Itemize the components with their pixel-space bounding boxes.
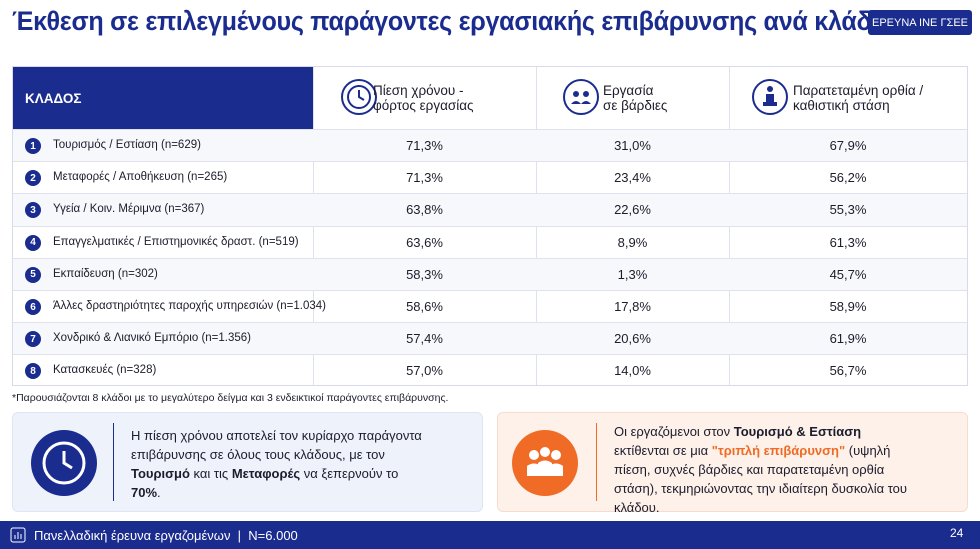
text-segment: να ξεπερνούν το [300,466,399,481]
row-label: Εκπαίδευση (n=302) [53,267,158,280]
header-cell: Πίεση χρόνου - φόρτος εργασίας [373,67,523,129]
text-segment: 70% [131,485,158,500]
header-line: Πίεση χρόνου - [373,83,464,98]
posture-icon [752,79,788,115]
table-row: 2 Μεταφορές / Αποθήκευση (n=265) 71,3% 23,4… [13,161,967,194]
text-segment: και τις [189,466,232,481]
callout-text: Οι εργαζόμενοι στον Τουρισμό & Εστίαση ε… [614,422,914,517]
table-row: 1 Τουρισμός / Εστίαση (n=629) 71,3% 31,0% 67… [13,129,967,163]
cell-value: 57,4% [406,331,443,347]
text-segment: Οι εργαζόμενοι στον [614,424,734,439]
text-segment: Τουρισμό [131,466,190,481]
clock-icon [341,79,377,115]
table-row: 5 Εκπαίδευση (n=302) 58,3% 1,3% 45,7% [13,257,967,291]
cell-value: 71,3% [406,170,443,186]
cell-value: 22,6% [614,202,651,218]
cell-value: 63,6% [406,234,443,250]
header-line: σε βάρδιες [603,98,668,113]
cell-value: 61,3% [829,234,867,250]
header-line: φόρτος εργασίας [373,98,474,113]
row-number: 8 [25,363,41,380]
header-line: Εργασία [603,83,654,98]
cell-value: 71,3% [406,138,443,153]
callout: Οι εργαζόμενοι στον Τουρισμό & Εστίαση ε… [497,412,968,515]
row-number: 3 [25,202,41,219]
title: Έκθεση σε επιλεγμένους παράγοντες εργασι… [12,6,887,36]
table-row: 8 Κατασκευές (n=328) 57,0% 14,0% 56,7% [13,354,967,387]
chart-icon [10,527,26,543]
row-number: 5 [25,266,41,283]
cell-value: 20,6% [614,331,651,347]
table-row: 3 Υγεία / Κοιν. Μέριμνα (n=367) 63,8% 22,6%… [13,193,967,227]
table: ΚΛΑΔΟΣ Πίεση χρόνου - φόρτος εργασίας Εργασ… [12,66,968,386]
header-line: ΚΛΑΔΟΣ [25,90,82,106]
row-number: 4 [25,234,41,251]
header-line: Παρατεταμένη ορθία / [793,83,924,98]
shift-icon [563,79,599,115]
cell-value: 31,0% [614,138,651,153]
table-row: 7 Χονδρικό & Λιανικό Εμπόριο (n=1.356) 57,… [13,322,967,356]
row-label: Υγεία / Κοιν. Μέριμνα (n=367) [53,203,205,216]
text-segment: . [157,485,161,500]
row-number: 2 [25,170,41,187]
text-segment: Η πίεση χρόνου αποτελεί τον κυρίαρχο παρ… [131,428,422,462]
text-segment: Τουρισμό & Εστίαση [733,424,862,439]
callout: Η πίεση χρόνου αποτελεί τον κυρίαρχο παρ… [12,412,483,512]
cell-value: 17,8% [614,299,651,314]
row-label: Χονδρικό & Λιανικό Εμπόριο (n=1.356) [53,332,251,345]
header-cell: Παρατεταμένη ορθία / καθιστική στάση [793,67,963,129]
header-cell: ΚΛΑΔΟΣ [25,67,313,129]
footer: Πανελλαδική έρευνα εργαζομένων | N=6.000… [0,521,980,549]
header-bg [13,67,313,129]
cell-value: 14,0% [614,363,651,379]
cell-value: 63,8% [406,202,443,218]
cell-value: 58,9% [829,299,867,314]
text-segment: εκτίθενται σε μια [614,443,712,458]
cell-value: 56,7% [829,363,867,379]
cell-value: 23,4% [614,170,651,186]
header-cell: Εργασία σε βάρδιες [603,67,723,129]
clock-icon [31,430,97,496]
cell-value: 8,9% [617,234,648,250]
header-line: καθιστική στάση [793,98,890,113]
cell-value: 55,3% [829,202,867,218]
cell-value: 58,3% [406,266,443,282]
row-label: Επαγγελματικές / Επιστημονικές δραστ. (n… [53,235,299,248]
cell-value: 61,9% [829,331,867,347]
row-number: 6 [25,299,41,315]
page-number: 24 [950,526,964,540]
cell-value: 58,6% [406,299,443,314]
row-label: Τουρισμός / Εστίαση (n=629) [53,139,201,151]
badge: ΕΡΕΥΝΑ ΙΝΕ ΓΣΕΕ [868,10,972,35]
cell-value: 67,9% [829,138,867,153]
text-segment: "τριπλή επιβάρυνση" [711,443,846,458]
text-segment: (υψηλή πίεση, συχνές βάρδιες και παρατετ… [614,443,908,515]
footnote: *Παρουσιάζονται 8 κλάδοι με το μεγαλύτερ… [12,392,449,404]
row-label: Άλλες δραστηριότητες παροχής υπηρεσιών (… [53,300,326,312]
cell-value: 45,7% [829,266,867,282]
footer-text: Πανελλαδική έρευνα εργαζομένων | N=6.000 [34,528,298,543]
team-icon [512,430,578,496]
row-label: Κατασκευές (n=328) [53,364,157,377]
cell-value: 56,2% [829,170,867,186]
cell-value: 1,3% [617,266,648,282]
text-segment: Μεταφορές [231,466,301,481]
cell-value: 57,0% [406,363,443,379]
row-number: 7 [25,331,41,348]
table-row: 6 Άλλες δραστηριότητες παροχής υπηρεσιών … [13,290,967,323]
row-number: 1 [25,138,41,154]
callout-text: Η πίεση χρόνου αποτελεί τον κυρίαρχο παρ… [131,426,431,502]
table-row: 4 Επαγγελματικές / Επιστημονικές δραστ. (… [13,225,967,259]
row-label: Μεταφορές / Αποθήκευση (n=265) [53,171,228,184]
